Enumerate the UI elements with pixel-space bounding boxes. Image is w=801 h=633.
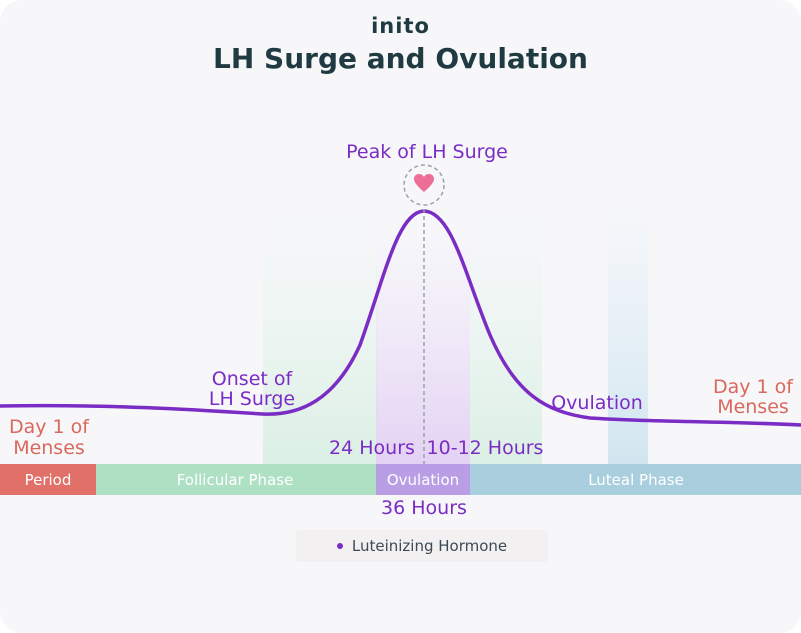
phase-bar-luteal — [470, 464, 801, 495]
hours-10-12-label: 10-12 Hours — [427, 437, 544, 459]
phase-label-luteal: Luteal Phase — [588, 471, 684, 489]
hours-24-label: 24 Hours — [329, 437, 415, 459]
day1-right-line2: Menses — [717, 396, 789, 418]
page-title: LH Surge and Ovulation — [213, 42, 588, 75]
day1-right-line1: Day 1 of — [713, 376, 794, 398]
post-peak-band — [470, 210, 542, 464]
legend-label: Luteinizing Hormone — [351, 537, 508, 555]
phase-bar-follicular — [96, 464, 376, 495]
onset-label-line2: LH Surge — [209, 388, 295, 410]
phase-label-period: Period — [25, 471, 72, 489]
follicular-band — [263, 210, 377, 464]
phase-label-ovulation: Ovulation — [387, 471, 459, 489]
heart-icon — [414, 174, 434, 192]
onset-label-line1: Onset of — [212, 368, 294, 390]
brand-logo: inito — [371, 14, 430, 38]
ovulation-window-band — [376, 230, 470, 464]
legend-dot-icon — [336, 543, 343, 549]
legend: Luteinizing Hormone — [296, 530, 548, 562]
phase-bar-ovulation — [376, 464, 470, 495]
day1-left-line2: Menses — [13, 437, 85, 459]
ovulation-label: Ovulation — [551, 392, 643, 414]
phase-bar-period — [0, 464, 96, 495]
hours-36-label: 36 Hours — [381, 497, 467, 519]
peak-label: Peak of LH Surge — [346, 141, 508, 163]
peak-marker — [403, 164, 445, 206]
day1-left-line1: Day 1 of — [9, 416, 90, 438]
phase-label-follicular: Follicular Phase — [177, 471, 294, 489]
ovulation-marker-band — [608, 190, 648, 464]
